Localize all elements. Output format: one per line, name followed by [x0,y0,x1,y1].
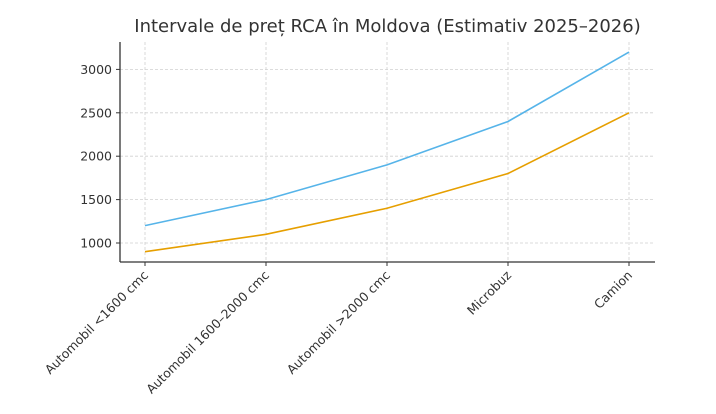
series-line-maxim [144,51,630,227]
y-tick-label: 3000 [80,62,112,77]
y-tick-label: 2500 [80,105,112,120]
y-axis-ticks: 1000 1500 2000 2500 3000 [80,62,120,251]
x-tick-label: Automobil >2000 cmc [284,267,394,377]
y-tick-label: 2000 [80,149,112,164]
grid-lines [120,42,655,262]
x-tick-label: Automobil <1600 cmc [42,267,152,377]
x-tick-label: Camion [591,268,635,312]
data-series [144,51,630,253]
chart-title: Intervale de preț RCA în Moldova (Estima… [134,16,641,37]
x-tick-label: Automobil 1600–2000 cmc [143,267,272,396]
y-tick-label: 1500 [80,192,112,207]
axes [119,42,655,263]
series-line-minim [144,112,630,253]
y-tick-label: 1000 [80,236,112,251]
x-tick-label: Microbuz [464,267,515,318]
